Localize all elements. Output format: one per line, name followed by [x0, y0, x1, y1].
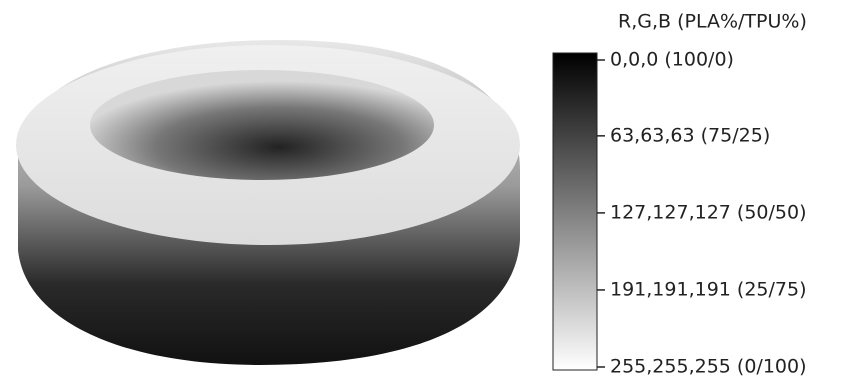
colorbar-tick-label: 255,255,255 (0/100) [610, 356, 807, 378]
colorbar-tick-label: 0,0,0 (100/0) [610, 49, 734, 71]
colorbar-tick-label: 191,191,191 (25/75) [610, 278, 807, 300]
object-hole [90, 70, 434, 180]
printed-object [16, 40, 520, 365]
colorbar-tick-label: 127,127,127 (50/50) [610, 201, 807, 223]
colorbar-title: R,G,B (PLA%/TPU%) [618, 11, 807, 33]
figure: R,G,B (PLA%/TPU%) 0,0,0 (100/0) 63,63,63 … [0, 0, 843, 382]
colorbar [553, 53, 597, 370]
colorbar-tick-label: 63,63,63 (75/25) [610, 124, 770, 146]
